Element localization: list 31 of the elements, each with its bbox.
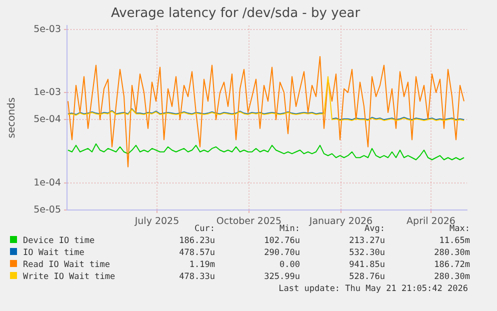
text: 0.00 xyxy=(278,259,300,271)
text: 11.65m xyxy=(438,235,470,247)
x-tick-label: July 2025 xyxy=(134,216,180,228)
text: 186.72m xyxy=(433,259,470,271)
y-tick-label: 5e-05 xyxy=(34,204,61,216)
legend-label: Read IO Wait time xyxy=(22,259,111,271)
text: 941.85u xyxy=(348,259,385,271)
y-tick-label: 5e-03 xyxy=(34,24,61,35)
text: 102.76u xyxy=(263,235,300,247)
text: 478.57u xyxy=(178,247,215,259)
text: 325.99u xyxy=(263,271,300,283)
legend-label: Write IO Wait time xyxy=(22,271,116,283)
text: 280.30m xyxy=(433,247,470,259)
text: 1.19m xyxy=(188,259,215,271)
y-tick-label: 1e-03 xyxy=(34,86,61,98)
legend-label: IO Wait time xyxy=(22,247,86,259)
text: 290.70u xyxy=(263,247,300,259)
text: 532.30u xyxy=(348,247,385,259)
text: Cur: xyxy=(194,224,215,234)
text: Min: xyxy=(280,224,300,235)
text: 280.30m xyxy=(433,271,470,283)
chart-title: Average latency for /dev/sda - by year xyxy=(110,6,361,22)
text: Last update: Thu May 21 21:05:42 2026 xyxy=(278,284,468,294)
y-tick-label: 5e-04 xyxy=(34,114,61,126)
text: 213.27u xyxy=(348,235,385,247)
y-tick-label: 1e-04 xyxy=(34,177,61,188)
y-axis-title: seconds xyxy=(6,97,18,138)
text: 478.33u xyxy=(178,271,215,283)
text: 186.23u xyxy=(178,235,215,247)
text: 528.76u xyxy=(348,271,385,283)
legend-label: Device IO time xyxy=(22,235,96,247)
